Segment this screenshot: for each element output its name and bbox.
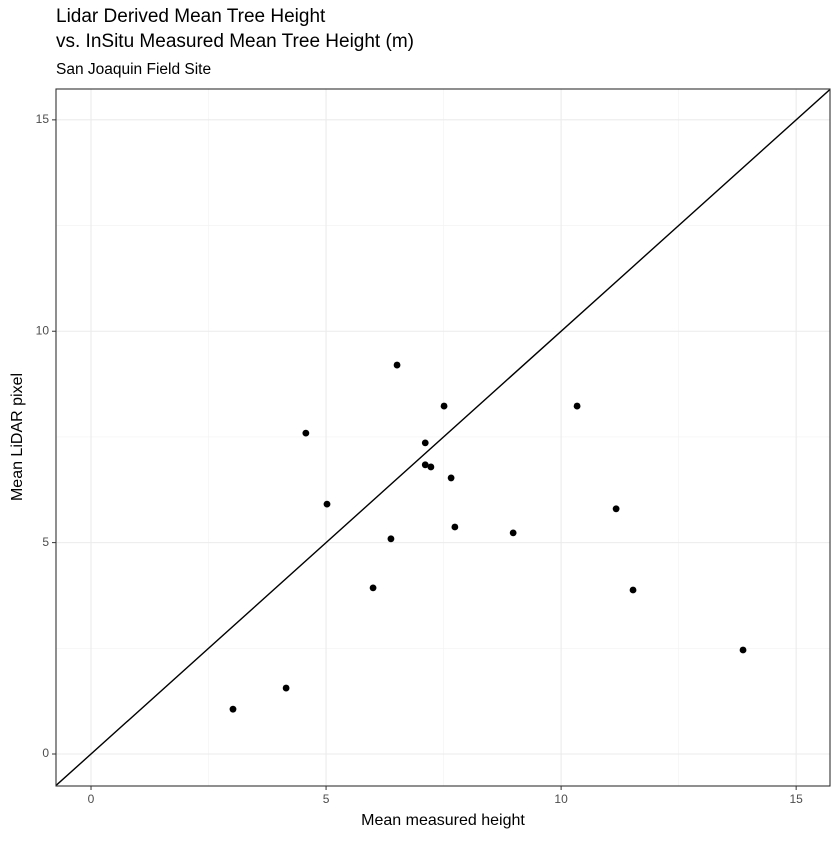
point [387,535,395,543]
point [573,402,581,410]
point [427,463,435,471]
point [393,361,401,369]
y-tick-label: 0 [42,746,49,760]
point [282,684,290,692]
point [229,705,237,713]
point [739,646,747,654]
point [302,429,310,437]
x-tick-label: 10 [554,792,568,806]
point [421,439,429,447]
chart-subtitle: San Joaquin Field Site [56,61,211,78]
point [451,523,459,531]
reference-line [56,89,830,786]
x-axis-title: Mean measured height [361,812,525,829]
point [447,474,455,482]
point [369,584,377,592]
point [440,402,448,410]
panel-border [55,88,831,787]
y-tick-label: 15 [36,112,50,126]
point [323,500,331,508]
y-tick-label: 5 [42,535,49,549]
chart-title: Lidar Derived Mean Tree Height vs. InSitu… [56,6,414,52]
x-tick-label: 15 [789,792,803,806]
x-tick-label: 0 [88,792,95,806]
point [509,529,517,537]
y-tick-label: 10 [36,323,50,337]
x-tick-label: 5 [323,792,330,806]
point [629,586,637,594]
point [421,461,429,469]
point [612,505,620,513]
y-axis-title: Mean LiDAR pixel [9,373,26,501]
